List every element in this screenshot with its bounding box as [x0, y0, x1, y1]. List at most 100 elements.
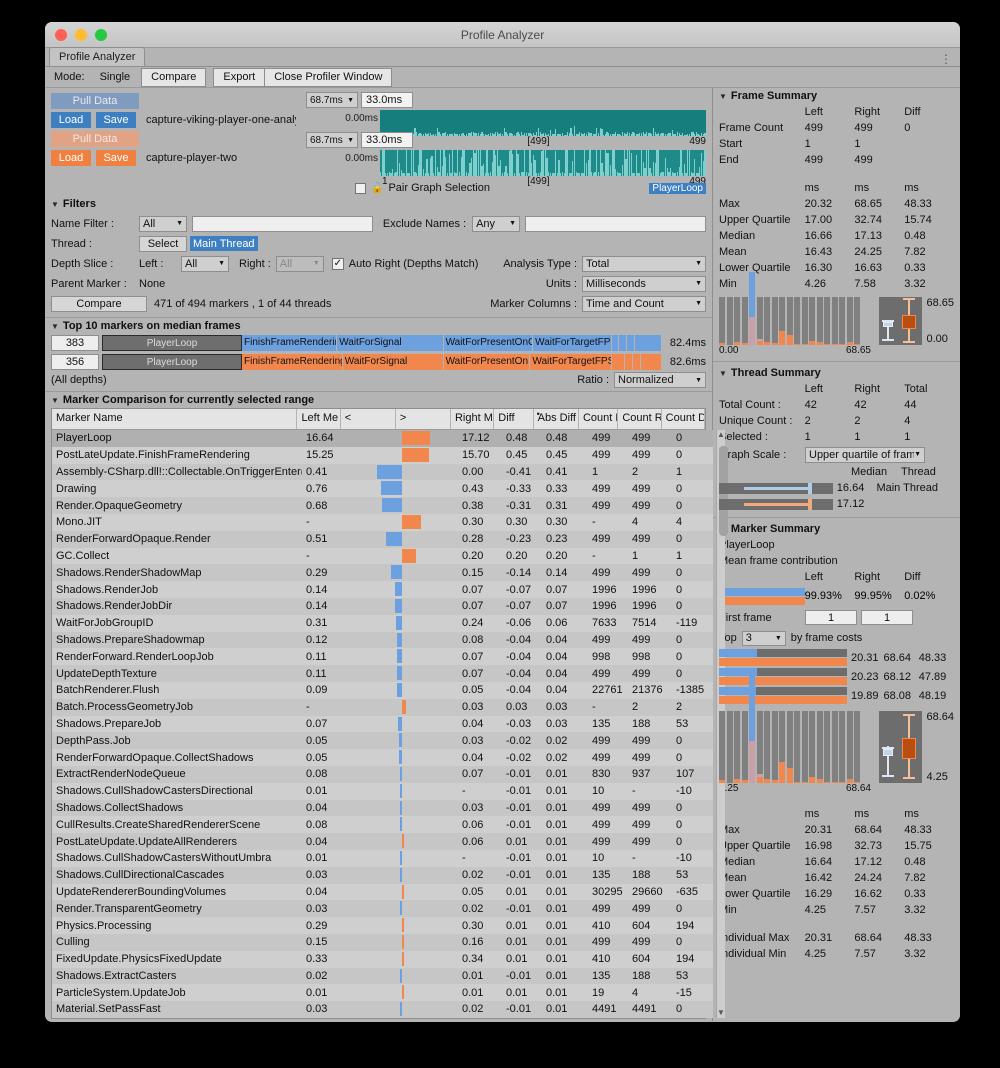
thread-row[interactable]: 17.12: [719, 496, 954, 512]
mode-compare-button[interactable]: Compare: [141, 67, 207, 87]
table-column-header[interactable]: • Abs Diff: [534, 409, 579, 429]
frame-summary-header[interactable]: ▼ Frame Summary: [713, 88, 960, 104]
kebab-menu-icon[interactable]: ⋮: [940, 52, 952, 66]
top10-row[interactable]: 383 PlayerLoop FinishFrameRendering WaitFor…: [51, 334, 706, 351]
table-row[interactable]: Shadows.PrepareShadowmap 0.12 0.08 -0.04 0.0…: [52, 631, 716, 649]
scroll-up-icon[interactable]: ▲: [717, 430, 725, 439]
top10-segment[interactable]: WaitForTargetFPS: [530, 353, 612, 370]
top-frame-row[interactable]: 20.23 68.12 47.89: [719, 667, 954, 686]
thread-row[interactable]: 16.64 Main Thread: [719, 480, 954, 496]
marker-comparison-header[interactable]: ▼ Marker Comparison for currently select…: [45, 391, 712, 408]
exclude-names-input[interactable]: [525, 215, 706, 232]
table-row[interactable]: Material.SetPassFast 0.03 0.02 -0.01 0.01 449…: [52, 1001, 716, 1018]
table-column-header[interactable]: Marker Name: [52, 409, 298, 429]
exclude-mode-dropdown[interactable]: Any ▼: [472, 215, 521, 232]
histogram-bar[interactable]: [824, 711, 830, 783]
top10-segment[interactable]: [611, 334, 620, 351]
table-header-row[interactable]: Marker Name Left Me < > Right M Diff • Abs Diff…: [52, 409, 705, 430]
export-button[interactable]: Export: [213, 67, 266, 87]
frame-graph-right-canvas[interactable]: [380, 150, 706, 176]
frame-summary-boxplot[interactable]: [879, 297, 923, 345]
table-row[interactable]: Shadows.RenderJobDir 0.14 0.07 -0.07 0.07 199…: [52, 597, 716, 615]
table-row[interactable]: Shadows.CollectShadows 0.04 0.03 -0.01 0.01 4…: [52, 799, 716, 817]
histogram-bar[interactable]: [726, 297, 733, 345]
table-row[interactable]: CullResults.CreateSharedRendererScene 0.0…: [52, 816, 716, 834]
thread-range-bar[interactable]: [719, 498, 833, 510]
first-frame-right-field[interactable]: 1: [861, 610, 913, 625]
top10-frame-number[interactable]: 383: [51, 334, 99, 351]
histogram-bar[interactable]: [779, 711, 785, 783]
histogram-bar[interactable]: [786, 297, 793, 345]
table-row[interactable]: Render.TransparentGeometry 0.03 0.02 -0.01 0…: [52, 900, 716, 918]
pull-data-right-button[interactable]: Pull Data: [51, 130, 139, 147]
histogram-bar[interactable]: [846, 711, 853, 783]
table-column-header[interactable]: Count D: [662, 409, 705, 429]
depth-left-dropdown[interactable]: All ▼: [181, 255, 229, 272]
table-column-header[interactable]: Count R: [618, 409, 662, 429]
table-row[interactable]: Shadows.CullShadowCastersWithoutUmbra 0.0…: [52, 849, 716, 867]
table-row[interactable]: DepthPass.Job 0.05 0.03 -0.02 0.02 499 499 0: [52, 732, 716, 750]
histogram-bar[interactable]: [719, 297, 725, 345]
name-filter-input[interactable]: [192, 215, 373, 232]
load-right-button[interactable]: Load: [51, 149, 91, 166]
top10-segment[interactable]: FinishFrameRendering: [242, 353, 343, 370]
graph-scale-dropdown[interactable]: Upper quartile of frame ti ▼: [805, 446, 925, 463]
load-left-button[interactable]: Load: [51, 111, 91, 128]
scroll-down-icon[interactable]: ▼: [717, 1007, 725, 1017]
first-frame-left-field[interactable]: 1: [805, 610, 857, 625]
top-count-dropdown[interactable]: 3 ▼: [741, 630, 786, 646]
top10-segment[interactable]: WaitForSignal: [337, 334, 444, 351]
histogram-bar[interactable]: [816, 297, 823, 345]
histogram-bar[interactable]: [741, 297, 748, 345]
maximize-button[interactable]: [95, 28, 107, 41]
histogram-bar[interactable]: [831, 711, 838, 783]
table-row[interactable]: GC.Collect - 0.20 0.20 0.20 - 1 1: [52, 547, 716, 565]
table-row[interactable]: Assembly-CSharp.dll!::Collectable.OnTrig…: [52, 463, 716, 481]
compare-button[interactable]: Compare: [51, 295, 147, 312]
table-row[interactable]: UpdateDepthTexture 0.11 0.07 -0.04 0.04 499 49…: [52, 665, 716, 682]
save-right-button[interactable]: Save: [96, 149, 136, 166]
top10-segment[interactable]: WaitForPresentOnG: [443, 334, 534, 351]
close-button[interactable]: [55, 28, 67, 41]
histogram-bar[interactable]: [794, 297, 800, 345]
top10-segment[interactable]: [635, 334, 662, 351]
table-row[interactable]: Batch.ProcessGeometryJob - 0.03 0.03 0.03 - 2 2: [52, 698, 716, 716]
table-row[interactable]: ExtractRenderNodeQueue 0.08 0.07 -0.01 0.01 8…: [52, 765, 716, 783]
histogram-bar[interactable]: [756, 297, 763, 345]
window-controls[interactable]: [45, 28, 107, 41]
table-row[interactable]: PostLateUpdate.FinishFrameRendering 15.25…: [52, 446, 716, 464]
histogram-bar[interactable]: [831, 297, 838, 345]
top10-segment[interactable]: [611, 353, 626, 370]
table-row[interactable]: Render.OpaqueGeometry 0.68 0.38 -0.31 0.31 49…: [52, 497, 716, 514]
histogram-bar[interactable]: [786, 711, 793, 783]
range-max-right-dropdown[interactable]: 68.7ms ▼: [306, 132, 358, 148]
selected-marker-badge[interactable]: PlayerLoop: [649, 183, 706, 194]
histogram-bar[interactable]: [764, 297, 770, 345]
histogram-bar[interactable]: [734, 711, 740, 783]
thread-summary-header[interactable]: ▼ Thread Summary: [713, 365, 960, 381]
table-row[interactable]: Shadows.RenderJob 0.14 0.07 -0.07 0.07 1996 19…: [52, 581, 716, 598]
mode-single-button[interactable]: Single: [99, 70, 131, 83]
range-value-left-field[interactable]: 33.0ms: [361, 92, 413, 108]
table-row[interactable]: Shadows.RenderShadowMap 0.29 0.15 -0.14 0.14…: [52, 564, 716, 582]
top10-frame-number[interactable]: 356: [51, 353, 99, 370]
histogram-bar[interactable]: [741, 711, 748, 783]
table-row[interactable]: Culling 0.15 0.16 0.01 0.01 499 499 0: [52, 933, 716, 951]
thread-select-button[interactable]: Select: [139, 235, 187, 252]
frame-summary-histogram[interactable]: [719, 272, 871, 345]
table-row[interactable]: Mono.JIT - 0.30 0.30 0.30 - 4 4: [52, 513, 716, 531]
histogram-bar[interactable]: [734, 297, 740, 345]
histogram-bar[interactable]: [839, 297, 845, 345]
histogram-bar[interactable]: [854, 711, 860, 783]
save-left-button[interactable]: Save: [96, 111, 136, 128]
table-column-header[interactable]: Diff: [494, 409, 534, 429]
table-column-header[interactable]: <: [341, 409, 396, 429]
table-row[interactable]: ParticleSystem.UpdateJob 0.01 0.01 0.01 0.01…: [52, 984, 716, 1002]
histogram-bar[interactable]: [719, 711, 725, 783]
histogram-bar[interactable]: [771, 297, 778, 345]
table-column-header[interactable]: >: [396, 409, 451, 429]
ratio-dropdown[interactable]: Normalized ▼: [614, 372, 706, 388]
top10-segment[interactable]: WaitForSignal: [342, 353, 444, 370]
histogram-bar[interactable]: [764, 711, 770, 783]
marker-summary-histogram[interactable]: [719, 673, 871, 783]
